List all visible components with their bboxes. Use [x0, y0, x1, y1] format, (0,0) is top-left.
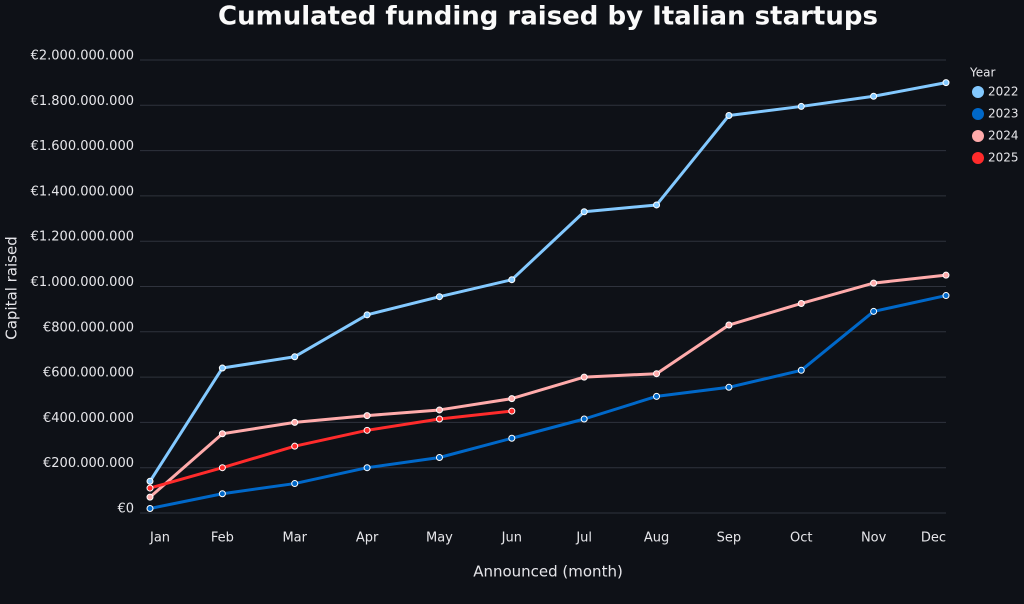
series-line	[149, 273, 947, 499]
data-point	[508, 276, 516, 284]
series-line	[148, 81, 947, 483]
data-point	[435, 454, 443, 462]
data-point	[218, 430, 226, 438]
x-tick-label: Dec	[921, 531, 946, 546]
legend-label: 2023	[988, 107, 1019, 121]
data-point	[725, 111, 733, 119]
data-point	[653, 370, 661, 378]
data-point	[508, 407, 516, 415]
data-point	[870, 307, 878, 315]
data-point	[653, 201, 661, 209]
y-tick-label: €400.000.000	[43, 411, 134, 426]
data-point	[725, 321, 733, 329]
data-point	[363, 464, 371, 472]
y-tick-label: €0	[117, 502, 134, 517]
data-point	[653, 392, 661, 400]
data-point	[508, 434, 516, 442]
data-point	[363, 426, 371, 434]
legend-swatch	[972, 86, 984, 98]
data-point	[580, 415, 588, 423]
legend-label: 2025	[988, 151, 1019, 165]
y-axis-label: Capital raised	[3, 236, 21, 339]
x-tick-label: Feb	[211, 531, 234, 546]
data-point	[870, 92, 878, 100]
x-tick-label: Jul	[575, 531, 592, 546]
x-tick-label: Apr	[356, 531, 379, 546]
y-tick-label: €600.000.000	[43, 366, 134, 381]
data-point	[363, 311, 371, 319]
data-point	[942, 79, 950, 87]
data-point	[291, 480, 299, 488]
data-point	[797, 299, 805, 307]
data-point	[942, 271, 950, 279]
legend-label: 2022	[988, 85, 1019, 99]
data-point	[508, 395, 516, 403]
x-tick-label: Oct	[790, 531, 812, 546]
x-tick-label: Jan	[149, 531, 170, 546]
chart-title: Cumulated funding raised by Italian star…	[218, 2, 878, 32]
legend-label: 2024	[988, 129, 1019, 143]
data-point	[942, 292, 950, 300]
y-tick-label: €2.000.000.000	[31, 49, 134, 64]
y-tick-label: €1.600.000.000	[31, 139, 134, 154]
data-point	[146, 493, 154, 501]
x-tick-label: Jun	[501, 531, 522, 546]
legend-swatch	[972, 130, 984, 142]
y-tick-label: €1.400.000.000	[31, 184, 134, 199]
x-tick-label: Aug	[644, 531, 669, 546]
x-axis-label: Announced (month)	[473, 563, 623, 581]
data-point	[797, 366, 805, 374]
data-point	[146, 477, 154, 485]
data-point	[291, 353, 299, 361]
data-point	[435, 415, 443, 423]
y-tick-label: €1.200.000.000	[31, 230, 134, 245]
data-point	[435, 406, 443, 414]
x-tick-label: Sep	[717, 531, 742, 546]
data-point	[435, 293, 443, 301]
series-line	[149, 294, 947, 510]
data-point	[363, 412, 371, 420]
y-tick-label: €800.000.000	[43, 320, 134, 335]
data-point	[218, 464, 226, 472]
y-tick-label: €1.000.000.000	[31, 275, 134, 290]
legend-title: Year	[969, 66, 995, 80]
data-point	[580, 373, 588, 381]
data-point	[146, 484, 154, 492]
legend-swatch	[972, 152, 984, 164]
data-point	[146, 504, 154, 512]
data-point	[291, 442, 299, 450]
x-tick-label: Nov	[861, 531, 887, 546]
x-tick-label: May	[426, 531, 453, 546]
legend-swatch	[972, 108, 984, 120]
y-tick-label: €200.000.000	[43, 456, 134, 471]
data-point	[218, 364, 226, 372]
y-tick-label: €1.800.000.000	[31, 94, 134, 109]
x-tick-label: Mar	[282, 531, 307, 546]
data-point	[725, 383, 733, 391]
data-point	[580, 208, 588, 216]
data-point	[870, 279, 878, 287]
data-point	[291, 418, 299, 426]
series-line	[149, 409, 512, 490]
data-point	[797, 102, 805, 110]
data-point	[218, 490, 226, 498]
